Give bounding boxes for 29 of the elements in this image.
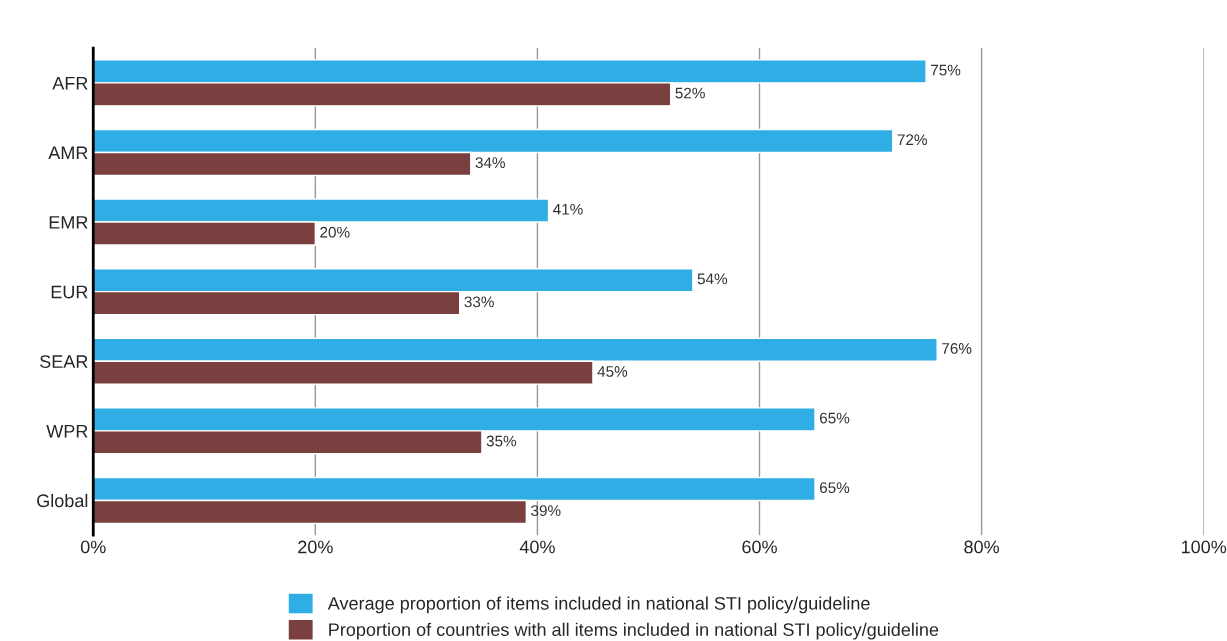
y-tick-label: SEAR [40, 355, 88, 368]
data-label: 45% [597, 366, 628, 377]
data-label: 34% [475, 157, 505, 169]
data-label: 41% [553, 203, 583, 215]
data-label: 65% [819, 412, 850, 424]
x-tick-label: 100% [1181, 540, 1227, 554]
y-tick-label: EMR [49, 216, 88, 229]
y-tick-label: AMR [48, 146, 88, 160]
data-label: 35% [486, 435, 517, 447]
x-tick-label: 60% [742, 540, 777, 554]
legend-label: Average proportion of items included in national STI policy/guideline [327, 596, 870, 614]
data-label: 65% [819, 482, 850, 494]
data-label: 54% [697, 273, 728, 285]
x-tick-label: 20% [298, 540, 333, 554]
data-label: 33% [464, 296, 494, 308]
y-tick-label: AFR [52, 76, 88, 90]
x-tick-label: 40% [519, 540, 555, 554]
y-tick-label: EUR [51, 285, 88, 299]
data-label: 72% [897, 134, 927, 146]
data-label: 75% [931, 64, 961, 76]
y-tick-label: Global [37, 493, 88, 508]
data-label: 20% [320, 226, 350, 238]
y-tick-label: WPR [46, 424, 88, 438]
x-tick-label: 0% [80, 540, 106, 554]
legend-label: Proportion of countries with all items included in national STI policy/guideline [329, 622, 939, 640]
data-label: 76% [942, 343, 972, 354]
x-tick-label: 80% [964, 540, 1000, 554]
data-label: 52% [675, 87, 705, 99]
data-label: 39% [531, 505, 561, 517]
